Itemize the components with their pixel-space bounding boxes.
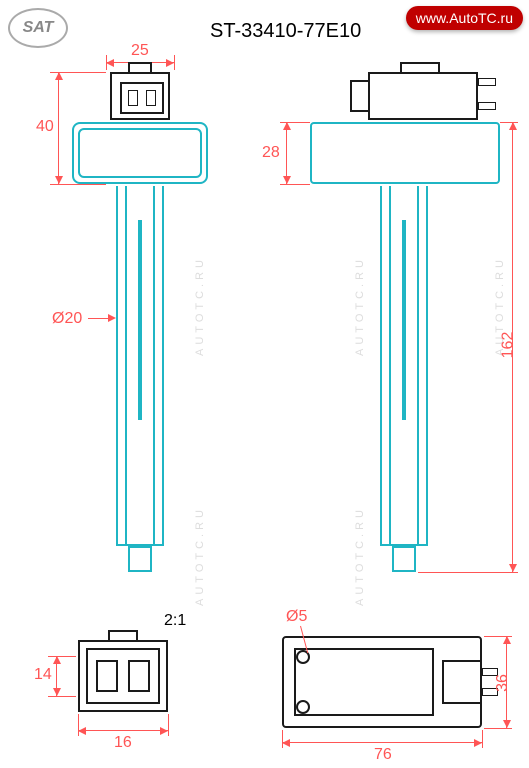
ext-line [280, 184, 310, 185]
connector-latch-side [400, 62, 440, 72]
dim-76: 76 [374, 746, 392, 764]
dim-line [56, 656, 57, 696]
scale-label: 2:1 [164, 612, 186, 630]
connector-plug-side [350, 80, 370, 112]
connector-body-side [368, 72, 478, 120]
brand-logo: SAT [8, 8, 68, 48]
dim-16: 16 [114, 734, 132, 752]
baseplate-connector [442, 660, 482, 704]
dim-162: 162 [499, 332, 517, 359]
ext-line [418, 572, 518, 573]
ext-line [482, 730, 483, 748]
dim-36: 36 [494, 674, 512, 692]
watermark: AUTOTC.RU [194, 506, 206, 606]
connector-detail-latch [108, 630, 138, 640]
coil-slot-side [402, 220, 406, 420]
ext-line [174, 55, 175, 70]
coil-tip-side [392, 546, 416, 572]
watermark: AUTOTC.RU [194, 256, 206, 356]
dim-line [58, 72, 59, 184]
dim-hole-diameter: Ø5 [286, 608, 307, 626]
connector-body-front [110, 72, 170, 120]
dim-28: 28 [262, 144, 280, 162]
connector-tab-side [478, 78, 496, 86]
mount-hole [296, 700, 310, 714]
dim-line [286, 122, 287, 184]
connector-pin1 [96, 660, 118, 692]
connector-latch-front [128, 62, 152, 72]
ext-line [168, 714, 169, 736]
coil-slot-front [138, 220, 142, 420]
baseplate-inner [294, 648, 434, 716]
connector-tab-side [478, 102, 496, 110]
watermark: AUTOTC.RU [354, 506, 366, 606]
part-number: ST-33410-77E10 [210, 20, 361, 43]
dim-14: 14 [34, 666, 52, 684]
watermark: AUTOTC.RU [354, 256, 366, 356]
ext-line [48, 696, 76, 697]
arrow-icon [108, 314, 116, 322]
connector-pin2 [128, 660, 150, 692]
flange-inner-front [78, 128, 202, 178]
flange-base-side [316, 170, 494, 184]
dim-25: 25 [131, 42, 149, 60]
site-badge: www.AutoTC.ru [406, 6, 523, 30]
drawing-canvas: SAT www.AutoTC.ru ST-33410-77E10 AUTOTC.… [0, 0, 529, 768]
ext-line [50, 184, 106, 185]
dim-line [78, 730, 168, 731]
dim-40: 40 [36, 118, 54, 136]
ext-line [484, 728, 512, 729]
dim-diameter: Ø20 [52, 310, 82, 328]
logo-text: SAT [8, 8, 68, 48]
dim-line [282, 742, 482, 743]
coil-tip-front [128, 546, 152, 572]
